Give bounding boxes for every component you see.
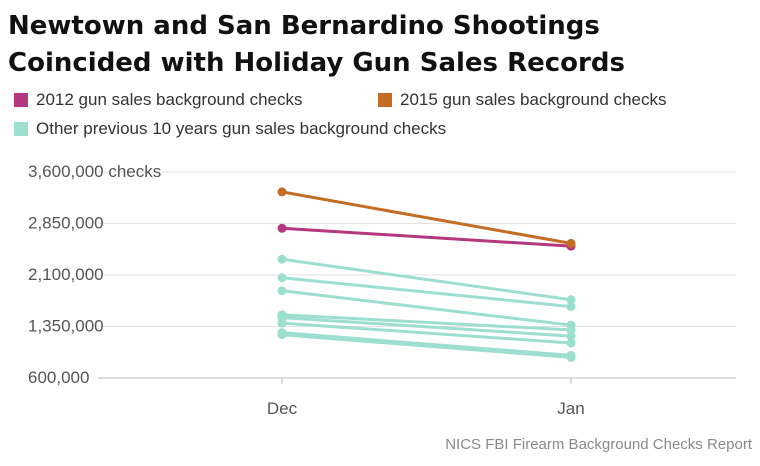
y-tick-label: 2,850,000: [28, 214, 104, 233]
y-tick-label: 2,100,000: [28, 265, 104, 284]
series-line-2012: [280, 226, 573, 248]
series-line-other: [280, 313, 573, 332]
data-point-2015: [566, 238, 576, 248]
data-point-other: [566, 302, 576, 312]
data-point-other: [566, 331, 576, 341]
data-point-other: [277, 330, 287, 340]
legend-label-2012: 2012 gun sales background checks: [36, 90, 303, 109]
data-point-other: [566, 352, 576, 362]
y-tick-label: 1,350,000: [28, 317, 104, 336]
data-point-other: [277, 254, 287, 264]
data-point-other: [566, 295, 576, 305]
x-tick-label: Jan: [557, 399, 584, 418]
legend-item-2012: 2012 gun sales background checks: [14, 90, 303, 110]
data-point-2012: [277, 223, 287, 233]
legend-item-2015: 2015 gun sales background checks: [378, 90, 667, 110]
data-point-other: [277, 286, 287, 296]
y-tick-label: 3,600,000 checks: [28, 162, 161, 181]
series-line-other: [280, 289, 573, 327]
legend-swatch-2015: [378, 93, 392, 107]
data-point-other: [566, 338, 576, 348]
data-point-other: [277, 273, 287, 283]
legend-label-other: Other previous 10 years gun sales backgr…: [36, 119, 447, 138]
legend-item-other: Other previous 10 years gun sales backgr…: [14, 119, 446, 139]
series-line-other: [280, 276, 573, 309]
chart-title: Newtown and San Bernardino Shootings Coi…: [8, 11, 625, 78]
source-note: NICS FBI Firearm Background Checks Repor…: [445, 436, 752, 453]
legend-swatch-other: [14, 122, 28, 136]
series-line-2015: [280, 190, 573, 245]
series-line-other: [280, 316, 573, 338]
series-line-other: [280, 321, 573, 345]
series-line-other: [280, 257, 573, 302]
data-point-other: [566, 325, 576, 335]
y-tick-label: 600,000: [28, 368, 89, 387]
series-line-other: [280, 331, 573, 357]
series-line-other: [280, 333, 573, 359]
legend-label-2015: 2015 gun sales background checks: [400, 90, 667, 109]
legend-swatch-2012: [14, 93, 28, 107]
data-point-other: [277, 318, 287, 328]
data-point-2015: [277, 187, 287, 197]
x-tick-label: Dec: [267, 399, 298, 418]
